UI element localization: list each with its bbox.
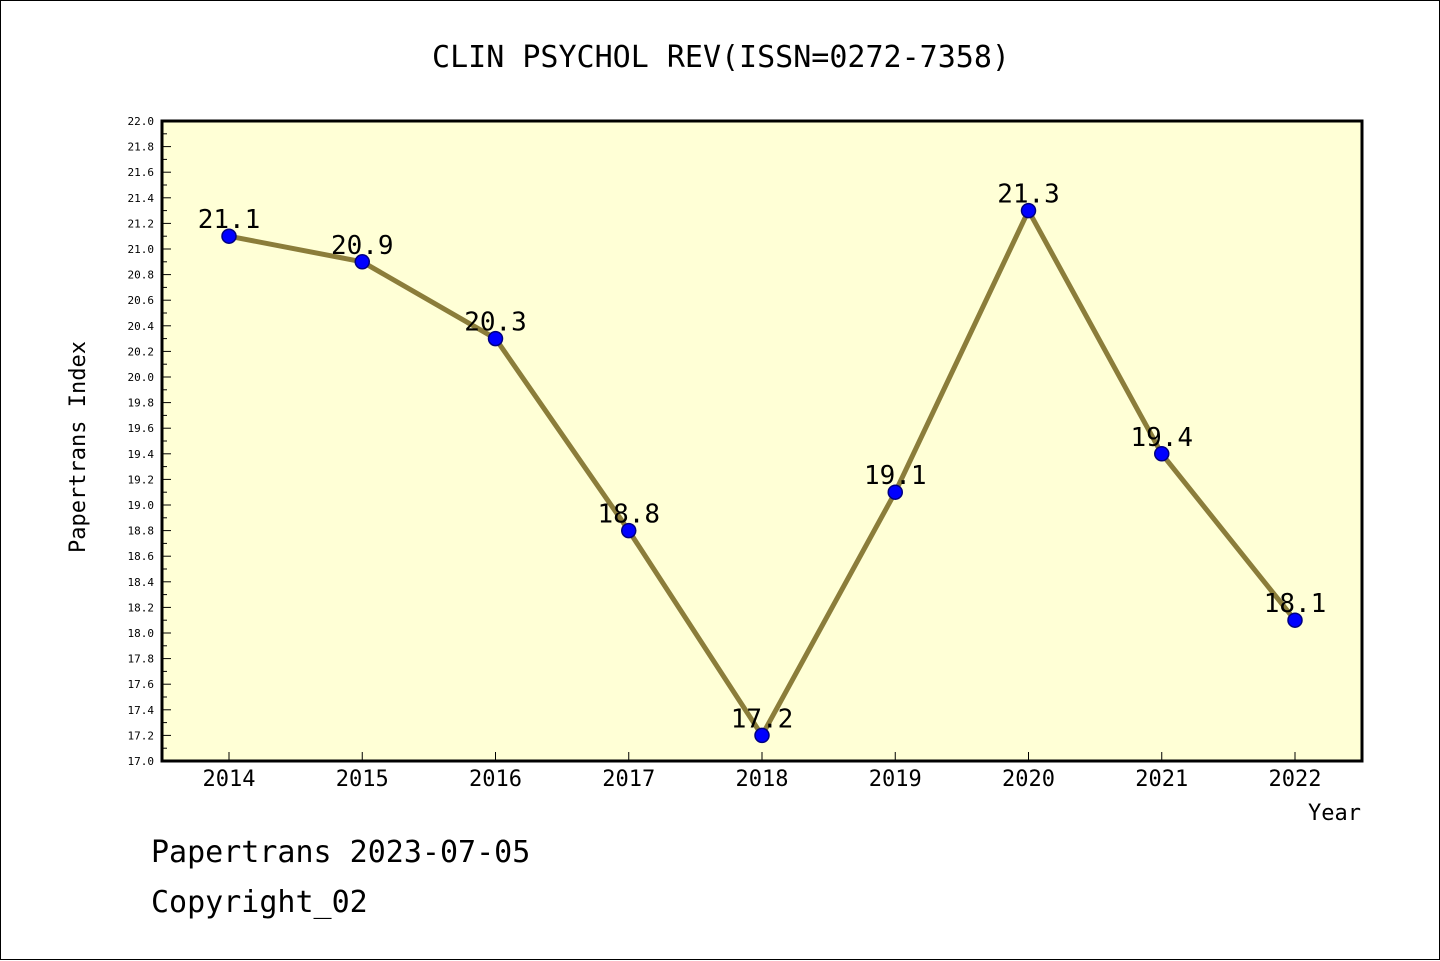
chart-title: CLIN PSYCHOL REV(ISSN=0272-7358): [432, 40, 1010, 75]
y-tick-label: 20.4: [128, 320, 155, 333]
x-tick-label: 2019: [869, 767, 922, 792]
x-tick-label: 2014: [203, 767, 256, 792]
data-label: 20.3: [464, 308, 527, 338]
x-tick-label: 2016: [469, 767, 522, 792]
x-axis-title: Year: [1308, 801, 1361, 826]
data-label: 21.1: [198, 205, 261, 235]
y-tick-label: 19.2: [128, 473, 155, 486]
x-tick-label: 2022: [1269, 767, 1322, 792]
y-tick-label: 21.0: [128, 243, 155, 256]
data-label: 20.9: [331, 231, 394, 261]
y-tick-label: 22.0: [128, 115, 155, 128]
y-tick-label: 19.4: [128, 448, 155, 461]
x-tick-label: 2015: [336, 767, 389, 792]
data-point: [621, 522, 637, 539]
y-tick-label: 21.6: [128, 166, 155, 179]
data-point: [754, 727, 770, 744]
y-tick-label: 17.8: [128, 653, 155, 666]
data-labels: 21.1 20.9 20.3 18.8 17.2 19.1 21.3 19.4 18.1: [198, 180, 1327, 735]
y-tick-label: 18.6: [128, 550, 155, 563]
data-point: [887, 484, 903, 500]
y-tick-label: 20.8: [128, 269, 155, 282]
data-point: [1154, 446, 1170, 462]
y-axis: 17.0 17.2 17.4 17.6 17.8 18.0 18.2 18.4 18.6 18.8…: [128, 115, 171, 768]
y-tick-label: 21.8: [128, 141, 155, 154]
y-tick-label: 20.6: [128, 294, 155, 307]
x-tick-label: 2021: [1135, 767, 1188, 792]
y-tick-label: 18.2: [128, 601, 155, 614]
series-layer: [221, 202, 1303, 744]
data-point: [354, 254, 370, 270]
data-point: [221, 228, 237, 244]
x-tick-label: 2018: [736, 767, 789, 792]
y-tick-label: 18.0: [128, 627, 155, 640]
y-tick-label: 17.6: [128, 678, 155, 691]
y-tick-label: 17.0: [128, 755, 155, 768]
y-tick-label: 21.4: [128, 192, 155, 205]
data-label: 19.4: [1130, 423, 1193, 453]
data-label: 21.3: [997, 180, 1060, 210]
y-tick-label: 18.4: [128, 576, 155, 589]
data-label: 18.8: [597, 500, 660, 530]
footer-date: Papertrans 2023-07-05: [151, 835, 531, 870]
y-tick-label: 20.0: [128, 371, 155, 384]
y-tick-label: 21.2: [128, 217, 155, 230]
y-tick-label: 19.8: [128, 397, 155, 410]
y-tick-label: 17.4: [128, 704, 155, 717]
y-tick-label: 19.0: [128, 499, 155, 512]
plot-area: [160, 119, 1364, 763]
data-label: 18.1: [1264, 589, 1327, 619]
x-tick-label: 2020: [1002, 767, 1055, 792]
data-point: [1020, 202, 1037, 219]
data-point: [1287, 612, 1303, 628]
y-tick-label: 17.2: [128, 729, 155, 742]
y-tick-label: 20.2: [128, 345, 155, 358]
y-tick-label: 19.6: [128, 422, 155, 435]
data-label: 17.2: [731, 704, 794, 734]
data-label: 19.1: [864, 461, 927, 491]
y-tick-label: 18.8: [128, 525, 155, 538]
data-point: [487, 330, 504, 347]
x-tick-label: 2017: [602, 767, 655, 792]
y-axis-title: Papertrans Index: [66, 341, 91, 553]
x-axis: 2014 2015 2016 2017 2018 2019 2020 2021 2022: [203, 752, 1322, 792]
footer-copyright: Copyright_02: [151, 885, 368, 920]
